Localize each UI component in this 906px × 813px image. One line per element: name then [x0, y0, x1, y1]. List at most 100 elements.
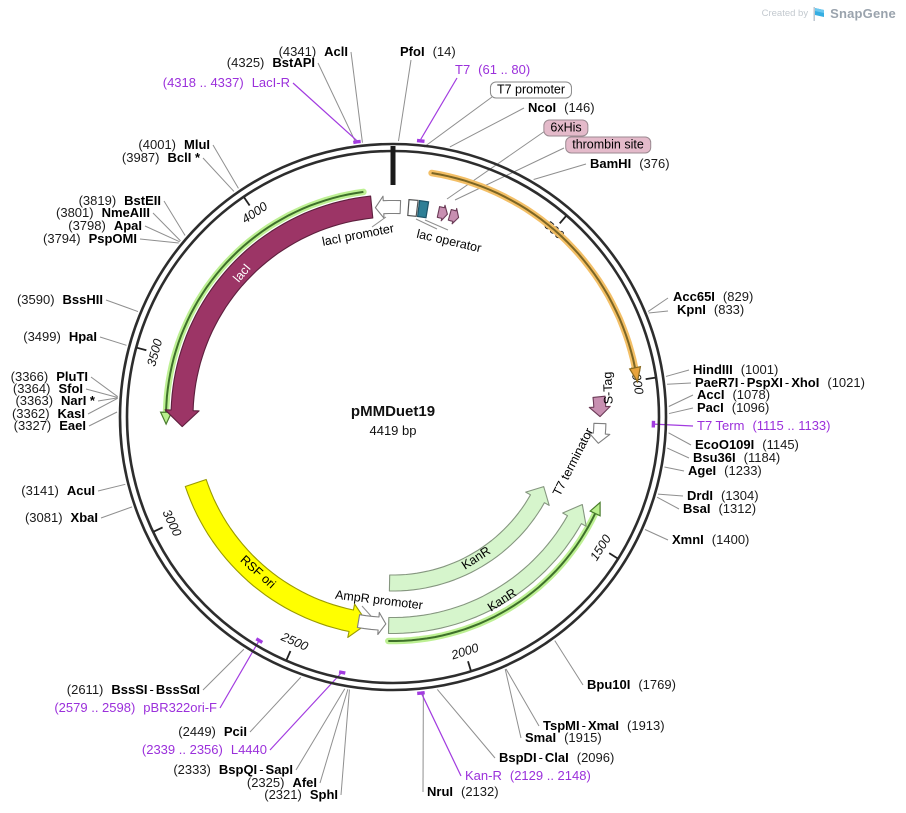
feature-tag-T7-promoter[interactable]: T7 promoter: [489, 81, 573, 99]
enzyme-label-PacI[interactable]: PacI (1096): [697, 400, 770, 415]
S-Tag-arrow[interactable]: [588, 395, 611, 418]
enzyme-label-NcoI[interactable]: NcoI (146): [528, 100, 595, 115]
enzyme-label-BssSI[interactable]: (2611) BssSI - BssSαI: [66, 682, 200, 697]
enzyme-label-EaeI[interactable]: (3327) EaeI: [13, 418, 86, 433]
leader-thrombin-site: [454, 147, 565, 201]
enzyme-label-BstAPI[interactable]: (4325) BstAPI: [226, 55, 315, 70]
enzyme-label-AfeI[interactable]: (2325) AfeI: [246, 775, 317, 790]
enzyme-label-PciI[interactable]: (2449) PciI: [178, 724, 247, 739]
primer-label-L4440[interactable]: (2339 .. 2356) L4440: [141, 742, 267, 757]
scale-label-2000: 2000: [449, 641, 481, 663]
leader-BstEII: [163, 200, 186, 236]
enzyme-label-DrdI[interactable]: DrdI (1304): [687, 488, 759, 503]
enzyme-label-BssHII[interactable]: (3590) BssHII: [16, 292, 103, 307]
enzyme-label-BsaI[interactable]: BsaI (1312): [683, 501, 757, 516]
T7-terminator-arrow[interactable]: [588, 422, 611, 444]
enzyme-label-EcoO109I[interactable]: EcoO109I (1145): [695, 437, 799, 452]
KanR-inner[interactable]: [388, 486, 550, 592]
snapgene-logo-icon: [813, 6, 825, 21]
enzyme-label-SmaI[interactable]: SmaI (1915): [525, 730, 602, 745]
leader-XbaI: [100, 506, 133, 519]
snapgene-brand-text: SnapGene: [830, 6, 896, 21]
enzyme-label-Acc65I[interactable]: Acc65I (829): [673, 289, 754, 304]
leader-HpaI: [99, 336, 127, 346]
orf-arrow-mcs1-arrowhead[interactable]: [628, 365, 642, 384]
enzyme-label-XbaI[interactable]: (3081) XbaI: [24, 510, 98, 525]
leader-NcoI: [449, 107, 525, 148]
scale-tick-1500: [608, 552, 619, 560]
primer-label-Kan-R[interactable]: Kan-R (2129 .. 2148): [465, 768, 591, 783]
enzyme-label-MluI[interactable]: (4001) MluI: [138, 137, 210, 152]
T7-promoter-box[interactable]: [407, 198, 419, 217]
leader-AgeI: [664, 466, 685, 472]
enzyme-label-AgeI[interactable]: AgeI (1233): [688, 463, 762, 478]
primer-label-LacI-R[interactable]: (4318 .. 4337) LacI-R: [162, 75, 290, 90]
enzyme-label-SphI[interactable]: (2321) SphI: [264, 787, 338, 802]
leader-T7: [420, 77, 458, 140]
feature-tag-thrombin-site[interactable]: thrombin site: [565, 136, 651, 154]
enzyme-label-AcuI[interactable]: (3141) AcuI: [21, 483, 95, 498]
enzyme-label-XmnI[interactable]: XmnI (1400): [672, 532, 750, 547]
Kan-R-tick[interactable]: [417, 691, 425, 696]
enzyme-label-SfoI[interactable]: (3364) SfoI: [12, 381, 83, 396]
leader-KpnI: [648, 310, 669, 314]
lacI-promoter-arrow[interactable]: [374, 195, 402, 219]
enzyme-label-PluTI[interactable]: (3366) PluTI: [10, 369, 88, 384]
primer-label-pBR322ori-F[interactable]: (2579 .. 2598) pBR322ori-F: [54, 700, 217, 715]
snapgene-watermark: Created by SnapGene: [762, 6, 896, 21]
leader-PspOMI: [139, 238, 179, 244]
enzyme-label-NruI[interactable]: NruI (2132): [427, 784, 499, 799]
scale-tick-3500: [136, 346, 147, 352]
RSF-ori[interactable]: [184, 478, 369, 638]
enzyme-label-PspOMI[interactable]: (3794) PspOMI: [43, 231, 137, 246]
created-by-text: Created by: [761, 8, 809, 19]
leader-BssSI: [202, 648, 245, 691]
feature-connector-3: [361, 605, 372, 617]
primer-label-T7-Term[interactable]: T7 Term (1115 .. 1133): [697, 418, 831, 433]
plasmid-size: 4419 bp: [369, 423, 417, 438]
leader-AfeI: [319, 689, 349, 784]
feature-label-S-Tag[interactable]: S-Tag: [600, 371, 616, 405]
enzyme-label-PaeR7I[interactable]: PaeR7I - PspXI - XhoI (1021): [695, 375, 865, 390]
pBR322ori-F-tick[interactable]: [255, 637, 264, 644]
orf-arrow-mcs1-core: [431, 172, 636, 369]
LacI-R-tick[interactable]: [353, 139, 361, 145]
lacI-orf-line-arrowhead[interactable]: [159, 411, 173, 426]
leader-AccI: [668, 394, 694, 407]
6xHis-marker[interactable]: [436, 204, 448, 222]
enzyme-label-BamHI[interactable]: BamHI (376): [590, 156, 670, 171]
enzyme-label-BspDI[interactable]: BspDI - ClaI (2096): [499, 750, 615, 765]
lacI-gene[interactable]: [164, 195, 374, 428]
L4440-tick[interactable]: [338, 670, 346, 675]
enzyme-label-HpaI[interactable]: (3499) HpaI: [23, 329, 97, 344]
enzyme-label-Bpu10I[interactable]: Bpu10I (1769): [587, 677, 676, 692]
enzyme-label-BstEII[interactable]: (3819) BstEII: [78, 193, 161, 208]
scale-tick-2000: [467, 660, 472, 672]
lac-operator-box[interactable]: [416, 199, 430, 219]
leader-KasI: [87, 397, 118, 415]
enzyme-label-HindIII[interactable]: HindIII (1001): [693, 362, 779, 377]
enzyme-label-ApaI[interactable]: (3798) ApaI: [68, 218, 142, 233]
feature-connector-1: [415, 218, 438, 230]
kanR-orf-line-arrowhead[interactable]: [589, 501, 601, 517]
primer-label-T7[interactable]: T7 (61 .. 80): [455, 62, 531, 77]
enzyme-label-NarI[interactable]: (3363) NarI *: [15, 393, 95, 408]
enzyme-label-AccI[interactable]: AccI (1078): [697, 387, 771, 402]
feature-tag-6xHis[interactable]: 6xHis: [543, 119, 589, 137]
T7-tick[interactable]: [416, 138, 425, 143]
enzyme-label-TspMI[interactable]: TspMI - XmaI (1913): [543, 718, 665, 733]
AmpR-promoter-arrow[interactable]: [356, 611, 387, 636]
leader-PaeR7I: [667, 382, 692, 385]
leader-TspMI: [505, 668, 540, 727]
enzyme-label-KpnI[interactable]: KpnI (833): [677, 302, 745, 317]
enzyme-label-BspQI[interactable]: (2333) BspQI - SapI: [173, 762, 293, 777]
enzyme-label-Bsu36I[interactable]: Bsu36I (1184): [693, 450, 781, 465]
scale-tick-3000: [153, 526, 163, 533]
thrombin-site-marker[interactable]: [447, 207, 460, 225]
enzyme-label-BclI[interactable]: (3987) BclI *: [121, 150, 200, 165]
enzyme-label-NmeAIII[interactable]: (3801) NmeAIII: [56, 205, 150, 220]
enzyme-label-KasI[interactable]: (3362) KasI: [11, 406, 85, 421]
KanR-outer[interactable]: [387, 503, 587, 635]
enzyme-label-AclI[interactable]: (4341) AclI: [278, 44, 348, 59]
enzyme-label-PfoI[interactable]: PfoI (14): [400, 44, 456, 59]
